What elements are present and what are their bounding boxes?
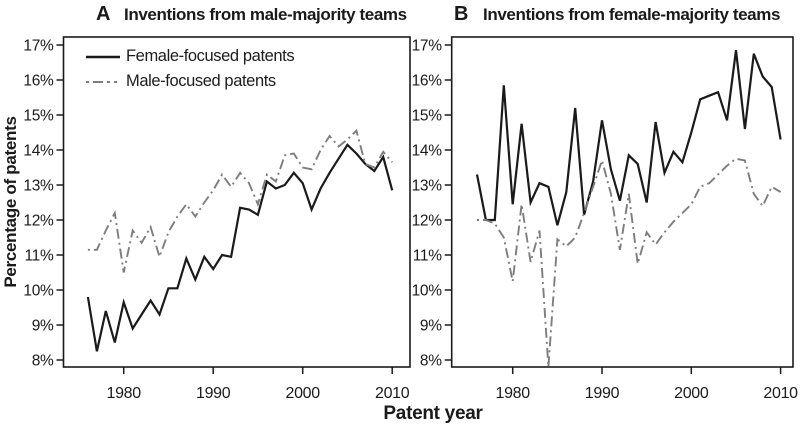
- panel-b-ytick-label: 11%: [413, 248, 442, 265]
- panel-b-xtick-label: 1990: [585, 385, 620, 402]
- legend-label-female-focused: Female-focused patents: [126, 47, 295, 65]
- panel-a-ytick-label: 14%: [23, 143, 54, 160]
- panel-b-line-female-focused: [475, 50, 782, 226]
- panel-a-ytick-label: 17%: [23, 38, 54, 55]
- panel-a-ytick-label: 10%: [23, 283, 54, 300]
- panel-a-line-female-focused: [86, 143, 394, 352]
- panel-a-ytick-label: 16%: [23, 73, 54, 90]
- panel-a-xtick-label: 2000: [285, 385, 320, 402]
- panel-b-frame: [450, 36, 794, 368]
- panel-a-xtick-label: 1980: [106, 385, 141, 402]
- panel-a-ytick-label: 11%: [25, 248, 54, 265]
- x-axis-title: Patent year: [383, 403, 483, 424]
- panel-a-ytick-label: 8%: [32, 353, 54, 370]
- panel-a-ytick-label: 9%: [32, 318, 54, 335]
- y-axis-title: Percentage of patents: [1, 116, 20, 288]
- panel-a-ytick-label: 13%: [23, 178, 54, 195]
- panel-a-frame: [62, 36, 411, 368]
- panel-b-line-male-focused: [477, 157, 782, 368]
- panel-a-xtick-label: 2010: [375, 385, 410, 402]
- panel-b-title-text: Inventions from female-majority teams: [483, 5, 780, 24]
- legend-label-male-focused: Male-focused patents: [126, 72, 276, 90]
- panel-b-letter: B: [454, 3, 469, 25]
- panel-a-title-text: Inventions from male-majority teams: [124, 5, 407, 24]
- panel-b-ytick-label: 10%: [412, 283, 443, 300]
- panel-a-ytick-label: 15%: [23, 108, 54, 125]
- panel-b-ytick-label: 8%: [420, 353, 442, 370]
- panel-b-title: B Inventions from female-majority teams: [454, 3, 780, 26]
- panel-b-ytick-label: 15%: [412, 108, 443, 125]
- panel-b-xtick-label: 1980: [495, 385, 530, 402]
- panel-b-ytick-label: 14%: [412, 143, 443, 160]
- panel-b-ytick-label: 9%: [420, 318, 442, 335]
- panel-a-xtick-label: 1990: [196, 385, 231, 402]
- panel-b-ytick-label: 13%: [412, 178, 443, 195]
- panel-a-ytick-label: 12%: [23, 213, 54, 230]
- panel-b-ytick-label: 17%: [412, 38, 443, 55]
- panel-b-ytick-label: 16%: [412, 73, 443, 90]
- panel-b-xtick-label: 2010: [763, 385, 798, 402]
- panel-b-xtick-label: 2000: [674, 385, 709, 402]
- panel-b-ytick-label: 12%: [412, 213, 443, 230]
- panel-a-letter: A: [96, 3, 111, 25]
- panel-a-title: A Inventions from male-majority teams: [96, 3, 407, 26]
- panel-a-line-male-focused: [87, 128, 393, 273]
